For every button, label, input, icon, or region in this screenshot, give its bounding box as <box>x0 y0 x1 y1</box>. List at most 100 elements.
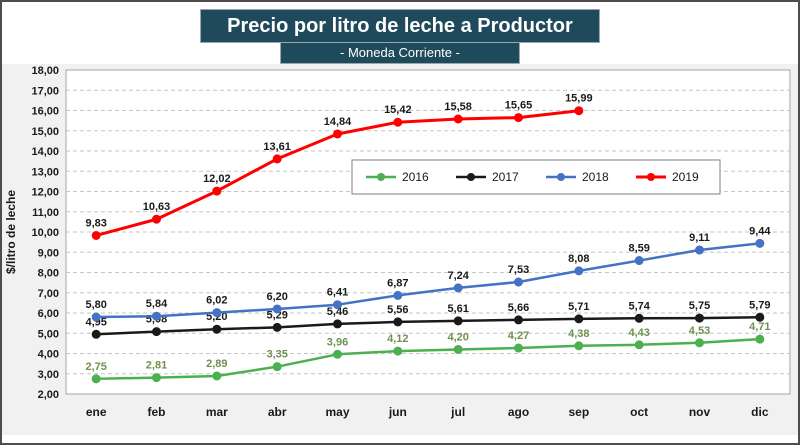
marker-2017 <box>152 327 161 337</box>
svg-text:ene: ene <box>86 405 107 419</box>
marker-2018 <box>514 277 523 287</box>
svg-text:9,00: 9,00 <box>38 247 59 259</box>
legend: 2016 2017 2018 2019 <box>351 159 721 195</box>
marker-2018 <box>634 256 644 266</box>
series-2016: 2,75 2,81 2,89 3,35 3,96 4,12 4,20 4,27 4,38 4,43… <box>85 321 771 384</box>
gridlines-and-yticks: 2,00 3,00 4,00 5,00 6,00 7,00 8,00 9,00 10,00 11,… <box>31 65 790 401</box>
svg-text:may: may <box>325 405 349 419</box>
svg-text:5,75: 5,75 <box>689 300 710 312</box>
marker-2019 <box>514 113 523 123</box>
marker-2016 <box>333 349 342 359</box>
marker-2018 <box>91 312 101 322</box>
marker-2016 <box>574 341 584 351</box>
svg-text:jul: jul <box>450 405 465 419</box>
svg-text:2,89: 2,89 <box>206 358 227 370</box>
legend-item-2017: 2017 <box>456 170 519 184</box>
svg-text:4,00: 4,00 <box>38 349 59 361</box>
marker-2019 <box>393 117 403 127</box>
svg-text:ago: ago <box>508 405 529 419</box>
marker-2018 <box>755 238 765 248</box>
chart-subtitle-box: - Moneda Corriente - <box>280 43 520 64</box>
svg-text:4,43: 4,43 <box>628 327 649 339</box>
marker-2017 <box>272 322 282 332</box>
svg-text:5,29: 5,29 <box>266 309 287 321</box>
svg-text:4,95: 4,95 <box>85 316 106 328</box>
svg-text:6,02: 6,02 <box>206 295 227 307</box>
marker-2016 <box>393 346 403 356</box>
marker-2019 <box>212 186 222 196</box>
marker-2016 <box>695 338 704 348</box>
svg-text:5,71: 5,71 <box>568 301 589 313</box>
marker-2016 <box>212 371 222 381</box>
svg-text:5,84: 5,84 <box>146 298 168 310</box>
svg-text:2,81: 2,81 <box>146 360 167 372</box>
svg-text:4,12: 4,12 <box>387 333 408 345</box>
svg-text:10,63: 10,63 <box>143 201 171 213</box>
svg-text:nov: nov <box>689 405 711 419</box>
marker-2018 <box>574 266 584 276</box>
svg-text:2019: 2019 <box>672 170 699 184</box>
line-chart-svg: 2,00 3,00 4,00 5,00 6,00 7,00 8,00 9,00 10,00 11,… <box>4 65 791 419</box>
marker-2019 <box>91 230 101 240</box>
svg-text:7,00: 7,00 <box>38 288 59 300</box>
svg-text:16,00: 16,00 <box>31 106 59 118</box>
svg-text:5,79: 5,79 <box>749 299 770 311</box>
marker-2017 <box>634 313 644 323</box>
chart-title: Precio por litro de leche a Productor <box>227 15 573 37</box>
svg-text:12,00: 12,00 <box>31 187 59 199</box>
chart-title-box: Precio por litro de leche a Productor <box>200 9 600 43</box>
svg-text:4,38: 4,38 <box>568 328 589 340</box>
svg-text:dic: dic <box>751 405 769 419</box>
svg-text:5,56: 5,56 <box>387 304 408 316</box>
svg-text:11,00: 11,00 <box>32 207 59 219</box>
marker-2017 <box>695 313 704 323</box>
marker-2019 <box>272 154 282 164</box>
svg-text:2018: 2018 <box>582 170 609 184</box>
svg-text:oct: oct <box>630 405 648 419</box>
svg-text:3,35: 3,35 <box>266 349 287 361</box>
svg-text:5,46: 5,46 <box>327 306 348 318</box>
marker-2018 <box>695 245 704 255</box>
marker-2017 <box>574 314 584 324</box>
svg-text:4,71: 4,71 <box>749 321 770 333</box>
svg-text:jun: jun <box>388 405 407 419</box>
svg-text:3,00: 3,00 <box>38 369 59 381</box>
svg-text:15,42: 15,42 <box>384 104 412 116</box>
marker-2017 <box>514 315 523 325</box>
svg-text:18,00: 18,00 <box>31 65 59 77</box>
svg-text:15,58: 15,58 <box>444 101 472 113</box>
svg-text:12,02: 12,02 <box>203 173 231 185</box>
svg-text:5,74: 5,74 <box>628 300 650 312</box>
svg-text:10,00: 10,00 <box>31 227 59 239</box>
svg-text:17,00: 17,00 <box>31 85 59 97</box>
marker-2019 <box>453 114 463 124</box>
chart-header: Precio por litro de leche a Productor - … <box>2 2 798 64</box>
svg-text:7,24: 7,24 <box>447 270 469 282</box>
x-axis-labels: ene feb mar abr may jun jul ago sep oct nov dic <box>86 405 769 419</box>
chart-subtitle: - Moneda Corriente - <box>340 45 460 60</box>
marker-2016 <box>514 343 523 353</box>
svg-text:2,00: 2,00 <box>38 389 59 401</box>
legend-item-2018: 2018 <box>546 170 609 184</box>
svg-text:15,99: 15,99 <box>565 93 593 105</box>
svg-text:4,53: 4,53 <box>689 325 710 337</box>
svg-text:feb: feb <box>148 405 166 419</box>
chart-area: 2,00 3,00 4,00 5,00 6,00 7,00 8,00 9,00 10,00 11,… <box>2 64 798 435</box>
marker-2016 <box>91 374 101 384</box>
svg-text:13,00: 13,00 <box>31 166 59 178</box>
svg-text:15,65: 15,65 <box>505 100 533 112</box>
marker-2019 <box>152 214 161 224</box>
svg-text:8,59: 8,59 <box>628 243 649 255</box>
y-axis-title: $/litro de leche <box>4 190 18 274</box>
svg-text:13,61: 13,61 <box>263 141 291 153</box>
svg-text:5,66: 5,66 <box>508 302 529 314</box>
svg-text:6,41: 6,41 <box>327 287 348 299</box>
marker-2019 <box>333 129 342 139</box>
svg-text:abr: abr <box>268 405 287 419</box>
marker-2019 <box>574 106 584 116</box>
series-2018: 5,80 5,84 6,02 6,20 6,41 6,87 7,24 7,53 8,08 8,59… <box>85 225 771 322</box>
marker-2016 <box>272 362 282 372</box>
svg-text:9,44: 9,44 <box>749 225 771 237</box>
marker-2018 <box>272 304 282 314</box>
marker-2016 <box>755 334 765 344</box>
